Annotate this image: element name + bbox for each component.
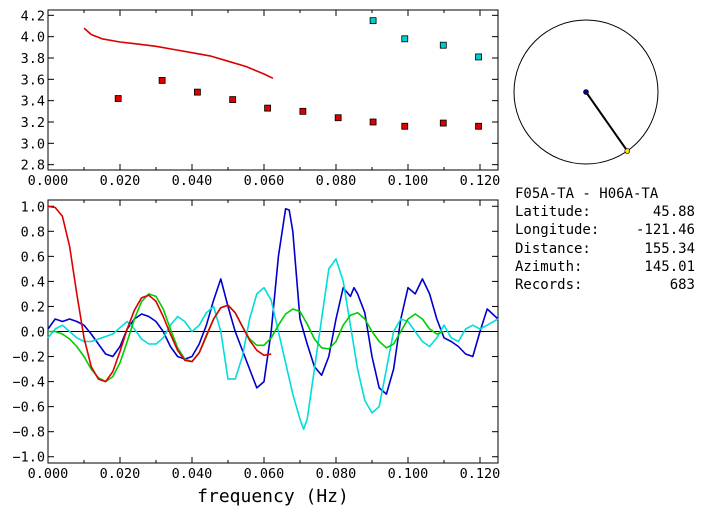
x-tick-label: 0.060: [244, 466, 285, 482]
y-tick-label: 3.8: [21, 51, 45, 67]
y-tick-label: 4.0: [21, 30, 45, 46]
data-point: [475, 122, 482, 130]
station-a-marker: [583, 89, 589, 95]
data-point: [114, 95, 122, 102]
data-point: [334, 114, 342, 122]
x-tick-label: 0.120: [460, 466, 501, 482]
info-value: 683: [669, 276, 695, 293]
info-row: Longitude: -121.46: [515, 221, 695, 239]
x-tick-label: 0.100: [388, 466, 429, 482]
y-tick-label: −0.8: [12, 425, 45, 441]
y-tick-label: −0.4: [12, 375, 45, 391]
info-key: Latitude:: [515, 204, 591, 221]
info-row: Records: 683: [515, 276, 695, 294]
data-point: [401, 35, 409, 43]
x-tick-label: 0.020: [100, 173, 141, 189]
top-panel-frame: [47, 9, 499, 171]
data-point: [229, 96, 237, 103]
data-point: [475, 53, 482, 61]
info-value: -121.46: [635, 222, 695, 239]
bottom-panel-correlation: 0.000 0.020 0.040 0.060 0.080 0.100 0.120 1.0 0.…: [12, 199, 500, 482]
y-tick-label: −0.6: [12, 400, 45, 416]
y-tick-label: 3.2: [21, 115, 45, 131]
y-tick-label: 3.0: [21, 136, 45, 152]
top-panel-dispersion: 0.000 0.020 0.040 0.060 0.080 0.100 0.120 2.8 3.…: [21, 8, 501, 189]
info-key: Longitude:: [515, 222, 600, 239]
data-point: [369, 17, 377, 25]
info-row: Distance: 155.34: [515, 240, 695, 258]
x-tick-label: 0.080: [316, 466, 357, 482]
info-value: 145.01: [644, 258, 695, 275]
x-tick-label: 0.120: [460, 173, 501, 189]
y-tick-label: 3.6: [21, 72, 45, 88]
info-value: 45.88: [652, 204, 695, 221]
info-value: 155.34: [644, 240, 695, 257]
series-line: [47, 205, 272, 383]
y-tick-label: 2.8: [21, 158, 45, 174]
info-key: Records:: [515, 276, 583, 293]
data-point: [299, 107, 307, 115]
y-tick-label: −0.2: [12, 350, 45, 366]
data-point: [158, 77, 166, 84]
y-tick-label: 3.4: [21, 94, 45, 110]
info-row: Latitude: 45.88: [515, 203, 695, 221]
x-tick-label: 0.000: [28, 173, 69, 189]
x-tick-label: 0.020: [100, 466, 141, 482]
data-point: [193, 88, 201, 96]
data-point: [439, 119, 447, 127]
data-point: [369, 118, 377, 126]
info-key: Distance:: [515, 240, 591, 257]
x-axis-title: frequency (Hz): [197, 486, 349, 507]
x-tick-label: 0.000: [28, 466, 69, 482]
map-circle: [513, 19, 659, 165]
data-point: [264, 104, 272, 112]
data-point: [401, 122, 409, 130]
info-row: Azimuth: 145.01: [515, 258, 695, 276]
y-tick-label: 0.4: [21, 274, 45, 290]
station-info-panel: F05A-TA - H06A-TA Latitude: 45.88 Longitud…: [515, 185, 695, 294]
station-map: [513, 19, 659, 165]
y-tick-label: 0.6: [21, 249, 45, 265]
x-tick-label: 0.040: [172, 173, 213, 189]
y-tick-label: 0.0: [21, 325, 45, 341]
station-pair-label: F05A-TA - H06A-TA: [515, 186, 659, 202]
info-key: Azimuth:: [515, 258, 583, 275]
y-tick-label: 0.2: [21, 299, 45, 315]
x-tick-label: 0.060: [244, 173, 285, 189]
x-tick-label: 0.100: [388, 173, 429, 189]
station-b-marker: [624, 148, 631, 154]
y-tick-label: 0.8: [21, 224, 45, 240]
x-tick-label: 0.080: [316, 173, 357, 189]
y-tick-label: 4.2: [21, 8, 45, 24]
x-tick-label: 0.040: [172, 466, 213, 482]
data-point: [439, 41, 447, 49]
y-tick-label: −1.0: [12, 450, 45, 466]
series-line: [83, 27, 274, 80]
y-tick-label: 1.0: [21, 199, 45, 215]
series-line: [47, 258, 499, 431]
path-line: [585, 91, 629, 152]
